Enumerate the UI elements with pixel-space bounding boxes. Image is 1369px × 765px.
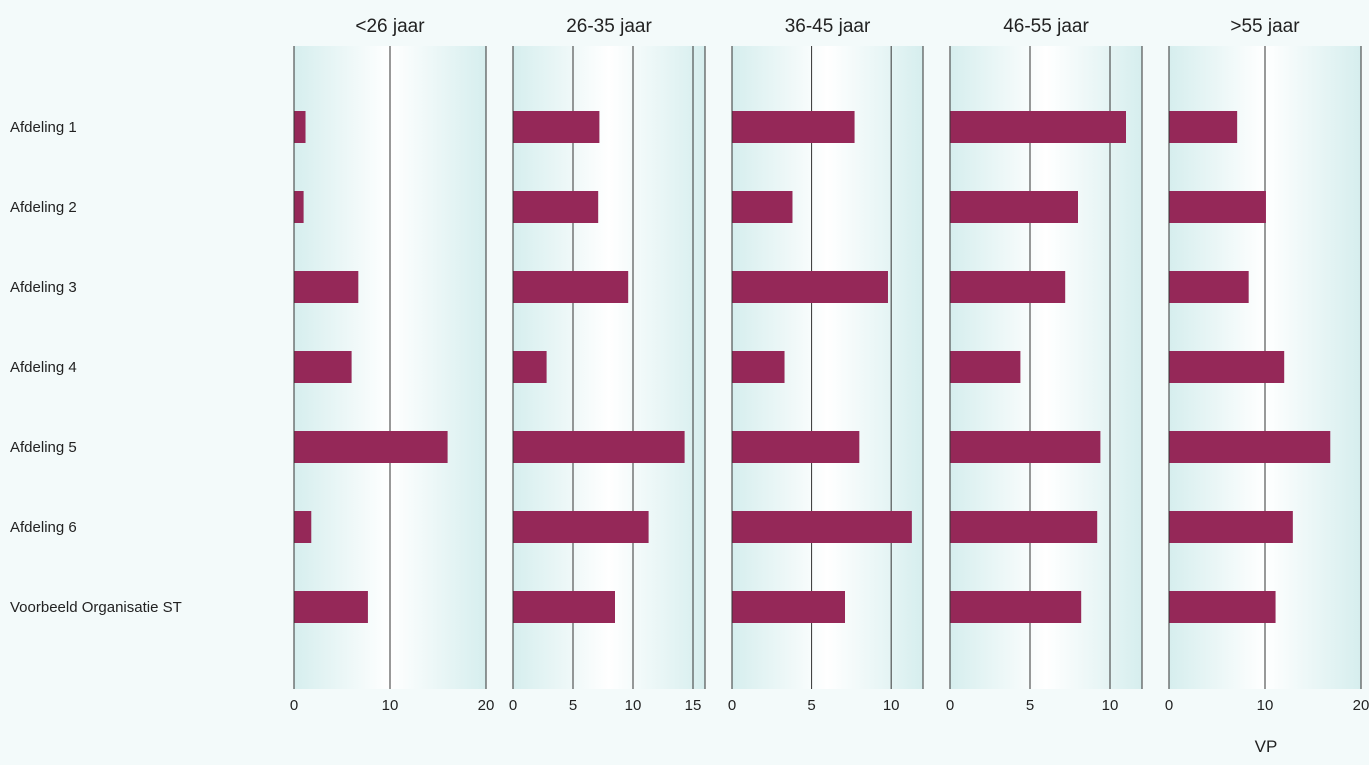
bar bbox=[513, 511, 649, 543]
bar bbox=[294, 431, 448, 463]
bar bbox=[950, 271, 1066, 303]
bar bbox=[732, 591, 846, 623]
bar bbox=[732, 111, 855, 143]
bar bbox=[294, 351, 352, 383]
panel-title: 46-55 jaar bbox=[1003, 16, 1089, 37]
category-label: Afdeling 4 bbox=[10, 359, 77, 376]
bar bbox=[732, 511, 912, 543]
bar bbox=[513, 431, 685, 463]
category-label: Afdeling 3 bbox=[10, 279, 77, 296]
bar bbox=[732, 271, 888, 303]
bar bbox=[1169, 191, 1266, 223]
bar bbox=[950, 111, 1126, 143]
bar bbox=[1169, 271, 1249, 303]
bar bbox=[294, 511, 312, 543]
x-tick-label: 10 bbox=[883, 697, 900, 714]
bar bbox=[513, 591, 615, 623]
category-label: Voorbeeld Organisatie ST bbox=[10, 599, 182, 616]
x-tick-label: 0 bbox=[728, 697, 736, 714]
panel-title: >55 jaar bbox=[1230, 16, 1300, 37]
panel-title: 26-35 jaar bbox=[566, 16, 652, 37]
bar bbox=[513, 191, 599, 223]
bar bbox=[950, 591, 1082, 623]
bar bbox=[513, 351, 547, 383]
bar bbox=[1169, 431, 1331, 463]
bar bbox=[950, 191, 1078, 223]
bar bbox=[1169, 351, 1285, 383]
category-label: Afdeling 6 bbox=[10, 519, 77, 536]
x-tick-label: 5 bbox=[569, 697, 577, 714]
bar bbox=[732, 191, 793, 223]
bar bbox=[513, 111, 600, 143]
bar bbox=[950, 511, 1098, 543]
bar bbox=[294, 271, 359, 303]
bar bbox=[950, 431, 1101, 463]
bar bbox=[950, 351, 1021, 383]
x-tick-label: 10 bbox=[625, 697, 642, 714]
bar bbox=[732, 431, 860, 463]
x-tick-label: 10 bbox=[1102, 697, 1119, 714]
x-tick-label: 20 bbox=[1353, 697, 1369, 714]
x-tick-label: 15 bbox=[685, 697, 702, 714]
bar bbox=[732, 351, 785, 383]
x-tick-label: 10 bbox=[382, 697, 399, 714]
x-tick-label: 20 bbox=[478, 697, 495, 714]
x-tick-label: 0 bbox=[290, 697, 298, 714]
x-tick-label: 0 bbox=[1165, 697, 1173, 714]
x-tick-label: 10 bbox=[1257, 697, 1274, 714]
bar bbox=[294, 591, 368, 623]
category-label: Afdeling 5 bbox=[10, 439, 77, 456]
bar bbox=[513, 271, 629, 303]
x-axis-label: VP bbox=[1255, 737, 1278, 756]
category-label: Afdeling 2 bbox=[10, 199, 77, 216]
x-tick-label: 5 bbox=[1026, 697, 1034, 714]
category-label: Afdeling 1 bbox=[10, 119, 77, 136]
bar bbox=[1169, 111, 1238, 143]
panel-title: <26 jaar bbox=[355, 16, 425, 37]
x-tick-label: 0 bbox=[509, 697, 517, 714]
bar bbox=[294, 111, 306, 143]
x-tick-label: 5 bbox=[807, 697, 815, 714]
panel-title: 36-45 jaar bbox=[785, 16, 871, 37]
x-tick-label: 0 bbox=[946, 697, 954, 714]
bar bbox=[1169, 511, 1293, 543]
bar bbox=[294, 191, 304, 223]
bar bbox=[1169, 591, 1276, 623]
